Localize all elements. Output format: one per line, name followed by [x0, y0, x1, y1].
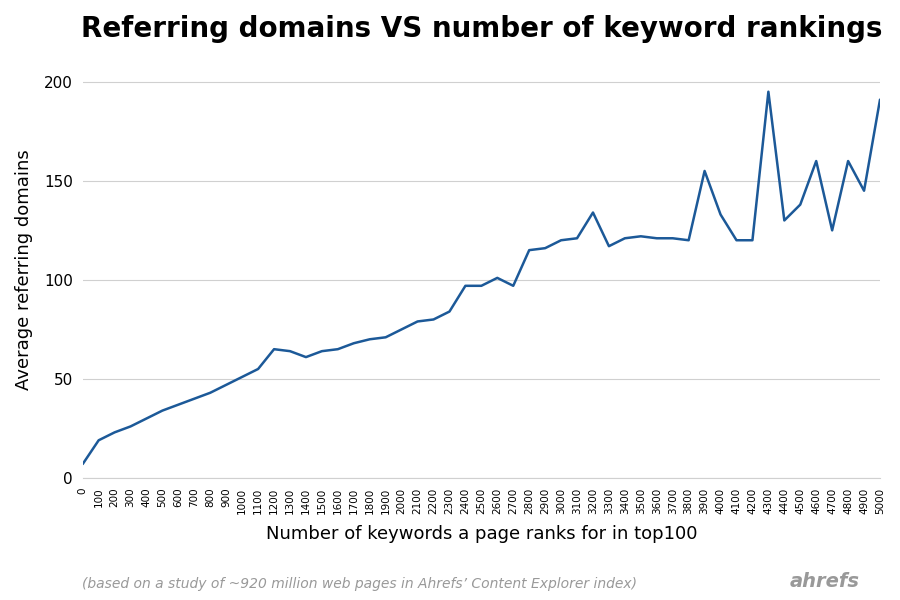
Title: Referring domains VS number of keyword rankings: Referring domains VS number of keyword r… — [81, 15, 882, 43]
Text: ahrefs: ahrefs — [789, 572, 859, 591]
X-axis label: Number of keywords a page ranks for in top100: Number of keywords a page ranks for in t… — [266, 525, 698, 543]
Y-axis label: Average referring domains: Average referring domains — [15, 149, 33, 391]
Text: (based on a study of ~920 million web pages in Ahrefs’ Content Explorer index): (based on a study of ~920 million web pa… — [83, 577, 637, 591]
